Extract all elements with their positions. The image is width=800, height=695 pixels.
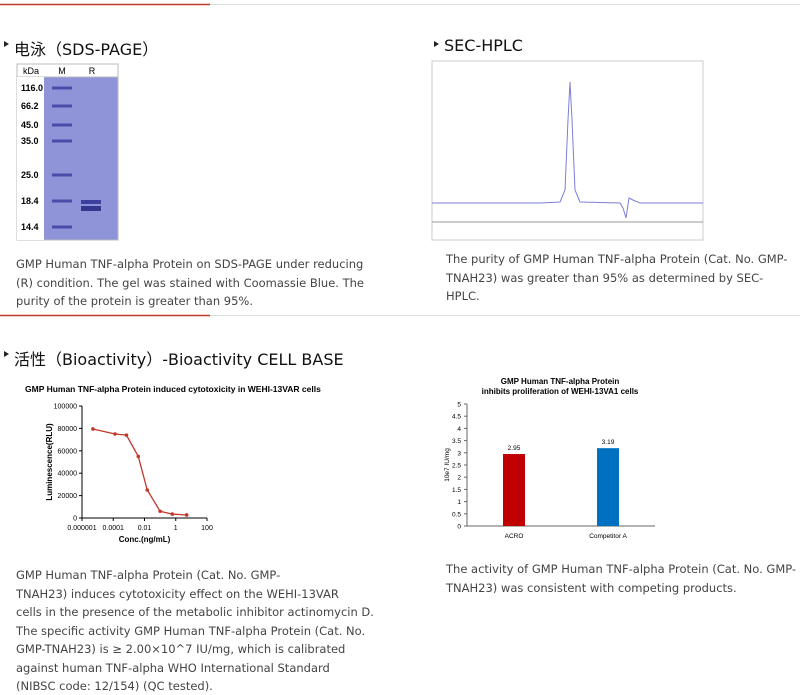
marker-band: [52, 199, 72, 203]
caption-line: GMP Human TNF-alpha Protein (Cat. No. GM…: [16, 568, 281, 582]
y-tick-label: 4: [457, 426, 461, 433]
series-line: [92, 428, 187, 516]
y-axis-label: 10e7 IU/mg: [444, 448, 451, 482]
y-tick-label: 5: [457, 402, 461, 409]
y-tick-label: 20000: [58, 493, 78, 500]
caption-line: GMP Human TNF-alpha Protein on SDS-PAGE …: [16, 257, 364, 271]
caption-line: GMP-TNAH23) is ≥ 2.00×10^7 IU/mg, which …: [16, 642, 346, 656]
data-point: [145, 488, 150, 492]
x-tick-label: 0.01: [138, 525, 152, 532]
y-tick-label: 3.5: [452, 438, 461, 445]
hplc-trace: [432, 81, 703, 219]
y-tick-label: 60000: [58, 448, 78, 455]
lane-label: kDa: [23, 66, 39, 76]
y-tick-label: 40000: [58, 471, 78, 478]
heading: 活性（Bioactivity）-Bioactivity CELL BASE: [4, 346, 344, 370]
chart-title: inhibits proliferation of WEHI-13VA1 cel…: [482, 387, 639, 396]
y-tick-label: 0: [73, 516, 77, 523]
value-label: 2.95: [508, 445, 521, 452]
y-tick-label: 0: [457, 524, 461, 531]
y-tick-label: 2.5: [452, 463, 461, 470]
caption-line: TNAH23) was consistent with competing pr…: [446, 580, 737, 595]
data-point: [184, 513, 189, 517]
y-tick-label: 100000: [54, 404, 77, 411]
caption-line: The purity of GMP Human TNF-alpha Protei…: [446, 252, 788, 266]
x-tick-label: ACRO: [505, 533, 524, 540]
gel-header: [16, 63, 119, 78]
data-point: [136, 454, 141, 459]
caption-line: purity of the protein is greater than 95…: [16, 294, 253, 308]
marker-label: 116.0: [21, 83, 43, 93]
marker-band: [52, 173, 72, 177]
caption-line: (NIBSC code: 12/154) (QC tested).: [16, 679, 213, 693]
marker-band: [52, 86, 72, 90]
heading: SEC-HPLC: [434, 36, 523, 55]
caption-line: against human TNF-alpha WHO Internationa…: [16, 660, 330, 675]
data-point: [170, 512, 175, 516]
y-tick-label: 80000: [58, 426, 78, 433]
x-tick-label: 1: [174, 525, 178, 532]
hplc-chart: [431, 60, 704, 241]
heading: 电泳（SDS-PAGE）: [3, 36, 158, 60]
caption-line: cells in the presence of the metabolic i…: [16, 605, 374, 619]
x-tick-label: Competitor A: [589, 533, 627, 540]
bar: [597, 448, 619, 526]
caption: GMP Human TNF-alpha Protein (Cat. No. GM…: [16, 566, 374, 695]
data-point: [91, 427, 95, 431]
sample-band: [81, 206, 101, 211]
caption-line: TNAH23) was greater than 95% as determin…: [446, 270, 764, 285]
marker-label: 18.4: [21, 196, 39, 206]
caption-line: The activity of GMP Human TNF-alpha Prot…: [446, 562, 797, 576]
caption-line: (R) condition. The gel was stained with …: [16, 275, 364, 290]
data-point: [113, 432, 117, 436]
bar: [503, 454, 525, 526]
lane-label: R: [89, 66, 96, 76]
value-label: 3.19: [602, 439, 615, 446]
caption-line: HPLC.: [446, 289, 480, 303]
chart-title: GMP Human TNF-alpha Protein induced cyto…: [25, 384, 321, 394]
y-tick-label: 2: [457, 475, 461, 482]
gel-label-strip: [17, 77, 44, 240]
y-tick-label: 1: [457, 499, 461, 506]
x-tick-label: 0.000001: [67, 525, 96, 532]
hplc-frame: [431, 60, 704, 241]
marker-band: [52, 104, 72, 108]
data-point: [124, 433, 129, 437]
marker-label: 25.0: [21, 170, 39, 180]
caption-line: TNAH23) induces cytotoxicity effect on t…: [16, 586, 339, 601]
y-tick-label: 4.5: [452, 414, 461, 421]
gel: [16, 63, 119, 241]
marker-label: 45.0: [21, 120, 39, 130]
y-tick-label: 0.5: [452, 511, 461, 518]
chart-title: GMP Human TNF-alpha Protein: [501, 377, 620, 386]
y-tick-label: 3: [457, 450, 461, 457]
lane-label: M: [58, 66, 66, 76]
marker-band: [52, 139, 72, 143]
caption: The activity of GMP Human TNF-alpha Prot…: [446, 560, 796, 597]
marker-band: [52, 123, 72, 127]
y-tick-label: 1.5: [452, 487, 461, 494]
caption-line: The specific activity GMP Human TNF-alph…: [16, 623, 366, 638]
marker-band: [52, 225, 72, 229]
y-axis-label: Luminescence(RLU): [45, 423, 54, 501]
caption: GMP Human TNF-alpha Protein on SDS-PAGE …: [16, 255, 364, 311]
x-axis-label: Conc.(ng/mL): [119, 535, 171, 544]
x-tick-label: 0.0001: [103, 525, 125, 532]
data-point: [158, 509, 162, 514]
x-tick-label: 100: [201, 525, 213, 532]
marker-label: 14.4: [21, 222, 39, 232]
caption: The purity of GMP Human TNF-alpha Protei…: [446, 250, 788, 306]
marker-label: 35.0: [21, 136, 39, 146]
sample-band: [81, 200, 101, 204]
marker-label: 66.2: [21, 101, 39, 111]
